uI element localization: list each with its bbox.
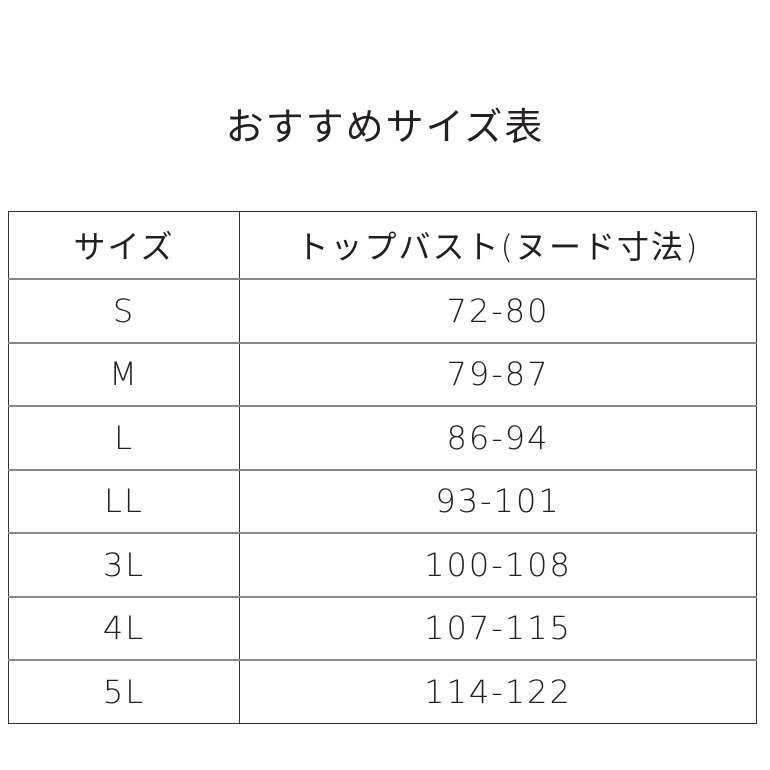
top-bust-cell: 72-80: [239, 278, 757, 343]
table-row: L 86-94: [8, 405, 757, 470]
top-bust-cell: 93-101: [239, 468, 757, 533]
size-cell: 4L: [8, 595, 240, 660]
table-row: 5L 114-122: [8, 659, 757, 723]
table-row: LL 93-101: [8, 468, 757, 533]
table-header-row: サイズ トップバスト(ヌード寸法): [8, 211, 757, 279]
size-cell: 3L: [8, 532, 240, 597]
size-cell: 5L: [8, 659, 240, 723]
size-cell: S: [8, 278, 240, 343]
top-bust-cell: 114-122: [239, 659, 757, 723]
table-row: 4L 107-115: [8, 595, 757, 660]
size-cell: M: [8, 341, 240, 406]
header-top-bust: トップバスト(ヌード寸法): [296, 228, 700, 266]
top-bust-cell: 86-94: [239, 405, 757, 470]
size-cell: L: [8, 405, 240, 470]
header-size: サイズ: [8, 211, 240, 279]
table-row: 3L 100-108: [8, 532, 757, 597]
size-table: サイズ トップバスト(ヌード寸法) S 72-80 M 79-87 L 86-94 LL 93…: [8, 211, 757, 724]
top-bust-cell: 107-115: [239, 595, 757, 660]
page-title: おすすめサイズ表: [225, 105, 545, 149]
table-row: M 79-87: [8, 341, 757, 406]
size-cell: LL: [8, 468, 240, 533]
top-bust-cell: 79-87: [239, 341, 757, 406]
top-bust-cell: 100-108: [239, 532, 757, 597]
table-row: S 72-80: [8, 278, 757, 343]
